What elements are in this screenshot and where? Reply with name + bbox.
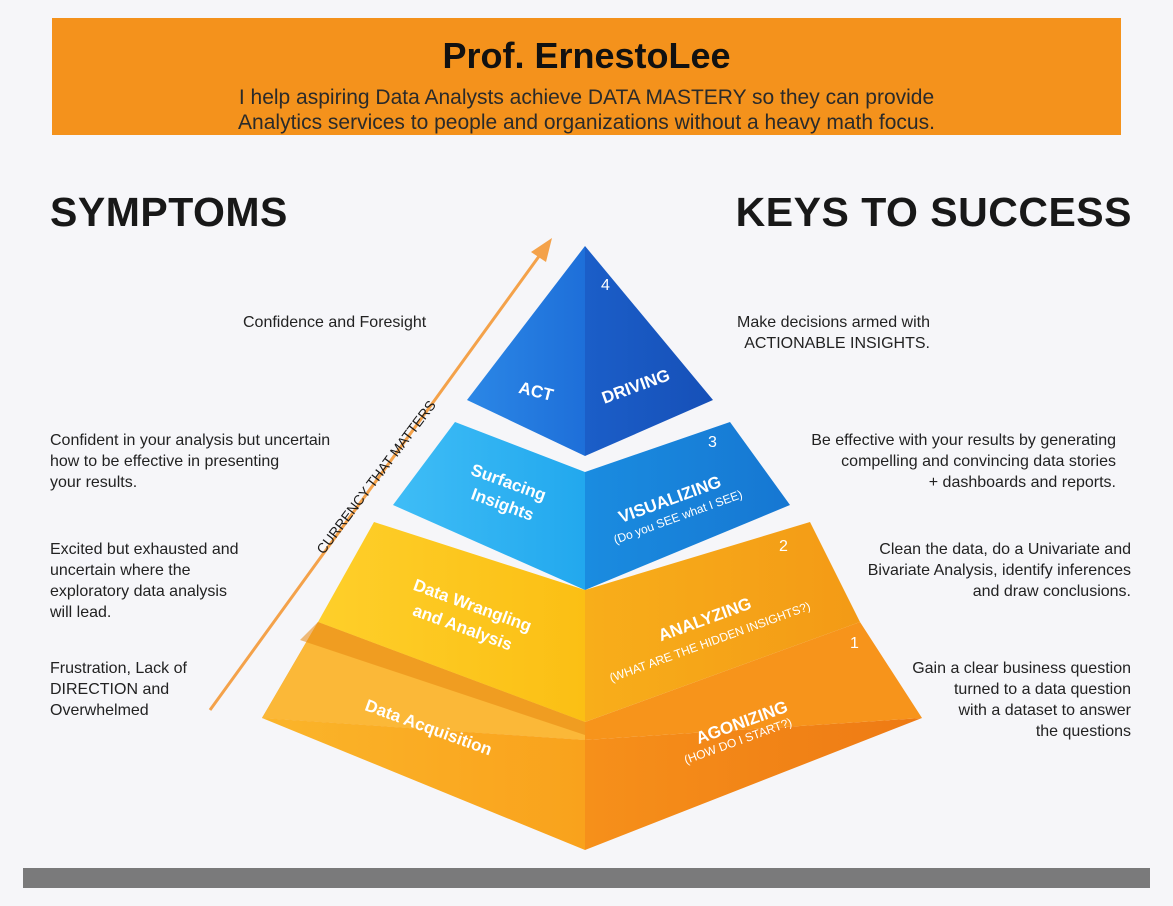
symptom-level-2-line: exploratory data analysis [50,583,227,600]
symptom-level-4-line: Confidence and Foresight [243,314,427,331]
key-level-1: Gain a clear business question turned to… [912,658,1131,742]
symptom-level-2-line: Excited but exhausted and [50,541,239,558]
key-level-1-line: turned to a data question [953,681,1131,698]
tier-2-right-face [585,522,860,722]
key-level-4-line: Make decisions armed with [737,314,930,331]
symptom-level-3-line: your results. [50,474,138,491]
symptom-level-1: Frustration, Lack of DIRECTION and Overw… [50,658,187,721]
key-level-2-line: Clean the data, do a Univariate and [879,541,1131,558]
key-level-2-line: and draw conclusions. [972,583,1131,600]
footer-bar [23,868,1150,888]
key-level-3-line: Be effective with your results by genera… [811,432,1116,449]
key-level-1-line: with a dataset to answer [958,702,1131,719]
key-level-4-line: ACTIONABLE INSIGHTS. [744,335,930,352]
tier-4-number: 4 [601,277,610,294]
tagline: I help aspiring Data Analysts achieve DA… [52,85,1121,135]
key-level-1-line: Gain a clear business question [912,660,1131,677]
symptom-level-2-line: will lead. [50,604,112,621]
header-banner: Prof. ErnestoLee I help aspiring Data An… [52,18,1121,135]
symptom-level-1-line: Overwhelmed [50,702,149,719]
tier-2 [300,522,860,735]
symptom-level-1-line: DIRECTION and [50,681,170,698]
key-level-3: Be effective with your results by genera… [811,430,1116,493]
keys-heading: KEYS TO SUCCESS [735,189,1132,235]
tier-2-left-face [318,522,585,722]
tier-1-number: 1 [850,635,859,652]
key-level-3-line: compelling and convincing data stories [841,453,1116,470]
key-level-3-line: + dashboards and reports. [928,474,1116,491]
tier-3-number: 3 [708,434,717,451]
arrow-head-icon [531,238,552,262]
tagline-line-1: I help aspiring Data Analysts achieve DA… [238,86,935,109]
symptoms-heading: SYMPTOMS [50,189,288,235]
symptom-level-4: Confidence and Foresight [243,312,426,333]
tier-1-right-face [585,718,922,850]
tier-2-number: 2 [779,538,788,555]
currency-arrow [208,238,552,711]
author-name: Prof. ErnestoLee [442,35,731,76]
key-level-2: Clean the data, do a Univariate and Biva… [868,539,1131,602]
symptom-level-2: Excited but exhausted and uncertain wher… [50,539,239,623]
tier-3-left-face [393,422,585,590]
tier-4 [467,246,713,456]
symptom-level-1-line: Frustration, Lack of [50,660,187,677]
tier-1-left-face [262,718,585,850]
symptom-level-3-line: how to be effective in presenting [50,453,280,470]
symptom-level-3: Confident in your analysis but uncertain… [50,430,330,493]
key-level-1-line: the questions [1035,723,1131,740]
tier-4-right-face [585,246,713,456]
key-level-4: Make decisions armed with ACTIONABLE INS… [737,312,930,354]
symptom-level-2-line: uncertain where the [50,562,191,579]
tier-3-right-face [585,422,790,590]
tagline-line-2: Analytics services to people and organiz… [238,111,935,134]
symptom-level-3-line: Confident in your analysis but uncertain [50,432,331,449]
tier-4-left-face [467,246,585,456]
tier-3 [393,422,790,590]
key-level-2-line: Bivariate Analysis, identify inferences [867,562,1131,579]
